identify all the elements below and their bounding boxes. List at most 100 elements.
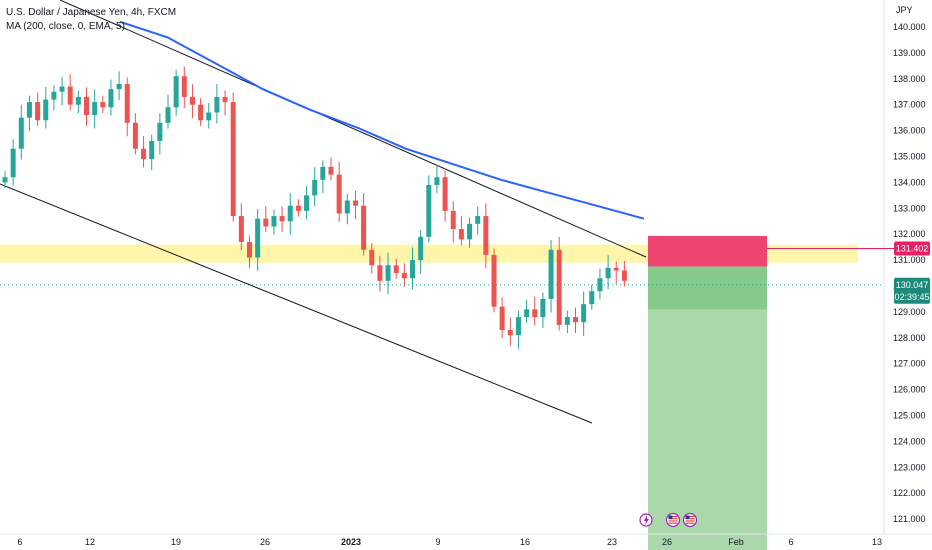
- price-axis[interactable]: JPY 140.000 139.000 138.000 137.000 136.000 13…: [883, 0, 926, 534]
- us-flag-circle[interactable]: [682, 512, 698, 528]
- candle-body: [540, 298, 546, 318]
- price-tick-label: 136.000: [893, 126, 926, 136]
- trendline-layer[interactable]: [0, 0, 884, 424]
- time-tick-label: 26: [662, 537, 672, 547]
- candle: [35, 92, 41, 126]
- candle: [43, 86, 49, 129]
- candle: [132, 113, 138, 155]
- candle-body: [344, 200, 350, 214]
- candle-body: [271, 216, 277, 227]
- current-price-value: 130.047: [896, 280, 929, 290]
- candle-body: [263, 218, 269, 227]
- current-price-badge: 130.047 02:39:45: [894, 277, 930, 304]
- price-tick-label: 135.000: [893, 152, 926, 162]
- flag-stripe: [668, 518, 678, 520]
- candle: [312, 167, 318, 207]
- flag-stripe: [668, 516, 678, 518]
- price-tick-label: 134.000: [893, 177, 926, 187]
- candle: [206, 102, 212, 129]
- candle: [198, 98, 204, 126]
- resistance-zone[interactable]: [0, 244, 858, 263]
- price-tick-label: 123.000: [893, 462, 926, 472]
- candle: [442, 170, 448, 222]
- candle: [352, 190, 358, 220]
- price-tick-label: 133.000: [893, 203, 926, 213]
- candle-body: [18, 117, 24, 149]
- channel-upper-line[interactable]: [59, 0, 647, 258]
- candle-body: [238, 216, 244, 242]
- candle-body: [605, 267, 611, 279]
- candle: [507, 317, 513, 347]
- candle: [524, 299, 530, 323]
- price-tick-label: 121.000: [893, 514, 926, 524]
- candle: [621, 260, 627, 287]
- candle-body: [532, 309, 538, 318]
- event-markers-layer[interactable]: [639, 512, 698, 528]
- candle-body: [320, 166, 326, 180]
- candle: [165, 94, 171, 129]
- unrealized-profit-zone: [648, 266, 767, 310]
- candle: [222, 90, 228, 116]
- us-flag-event-icon[interactable]: [682, 512, 698, 528]
- us-flag-circle[interactable]: [665, 512, 681, 528]
- price-tick-label: 126.000: [893, 385, 926, 395]
- candle: [304, 185, 310, 220]
- candle: [173, 69, 179, 116]
- candle: [613, 261, 619, 284]
- flag-stripe: [685, 516, 695, 518]
- time-tick-label: 13: [872, 537, 882, 547]
- candle-body: [507, 330, 513, 336]
- take-profit-zone[interactable]: [648, 266, 767, 550]
- candle: [589, 284, 595, 310]
- candle-body: [385, 265, 391, 281]
- candle: [26, 95, 32, 132]
- candle: [418, 230, 424, 274]
- candle-body: [279, 216, 285, 222]
- candle: [385, 252, 391, 295]
- candle: [564, 310, 570, 334]
- short-position-tool[interactable]: [648, 235, 767, 550]
- candle-body: [581, 304, 587, 323]
- candle-body: [491, 254, 497, 307]
- candle-body: [304, 195, 310, 211]
- candle-body: [467, 223, 473, 240]
- candle: [279, 206, 285, 233]
- candle: [548, 240, 554, 313]
- candle-body: [255, 218, 261, 258]
- candles-layer: [2, 66, 627, 349]
- symbol-title[interactable]: U.S. Dollar / Japanese Yen, 4h, FXCM: [6, 7, 177, 18]
- stop-loss-zone[interactable]: [648, 235, 767, 267]
- us-flag-event-icon[interactable]: [665, 512, 681, 528]
- candle: [540, 292, 546, 328]
- flag-stripe: [685, 520, 695, 522]
- candle-body: [132, 122, 138, 149]
- candle: [157, 113, 163, 155]
- candle-body: [92, 102, 98, 116]
- candle: [328, 157, 334, 181]
- candle-body: [173, 76, 179, 108]
- lightning-event-icon[interactable]: [639, 513, 653, 527]
- candle: [581, 291, 587, 336]
- candle-body: [564, 317, 570, 325]
- stop-price-badge-bg: [894, 241, 930, 256]
- indicator-label[interactable]: MA (200, close, 0, EMA, 5): [6, 21, 125, 32]
- candle-body: [450, 210, 456, 230]
- candle: [491, 248, 497, 313]
- candle: [499, 297, 505, 339]
- candle: [515, 310, 521, 349]
- candle: [59, 76, 65, 106]
- price-tick-label: 125.000: [893, 411, 926, 421]
- candle-body: [124, 83, 130, 123]
- candle-body: [361, 205, 367, 250]
- time-tick-label: 9: [435, 537, 440, 547]
- time-axis[interactable]: 6 12 19 26 2023 9 16 23 26 Feb 6 13: [0, 533, 932, 547]
- candle: [361, 193, 367, 256]
- candle: [344, 194, 350, 225]
- price-tick-label: 129.000: [893, 307, 926, 317]
- candle: [75, 90, 81, 113]
- candle-body: [181, 76, 187, 97]
- flag-canton: [668, 515, 673, 519]
- candle-body: [189, 96, 195, 105]
- channel-lower-line[interactable]: [0, 183, 593, 424]
